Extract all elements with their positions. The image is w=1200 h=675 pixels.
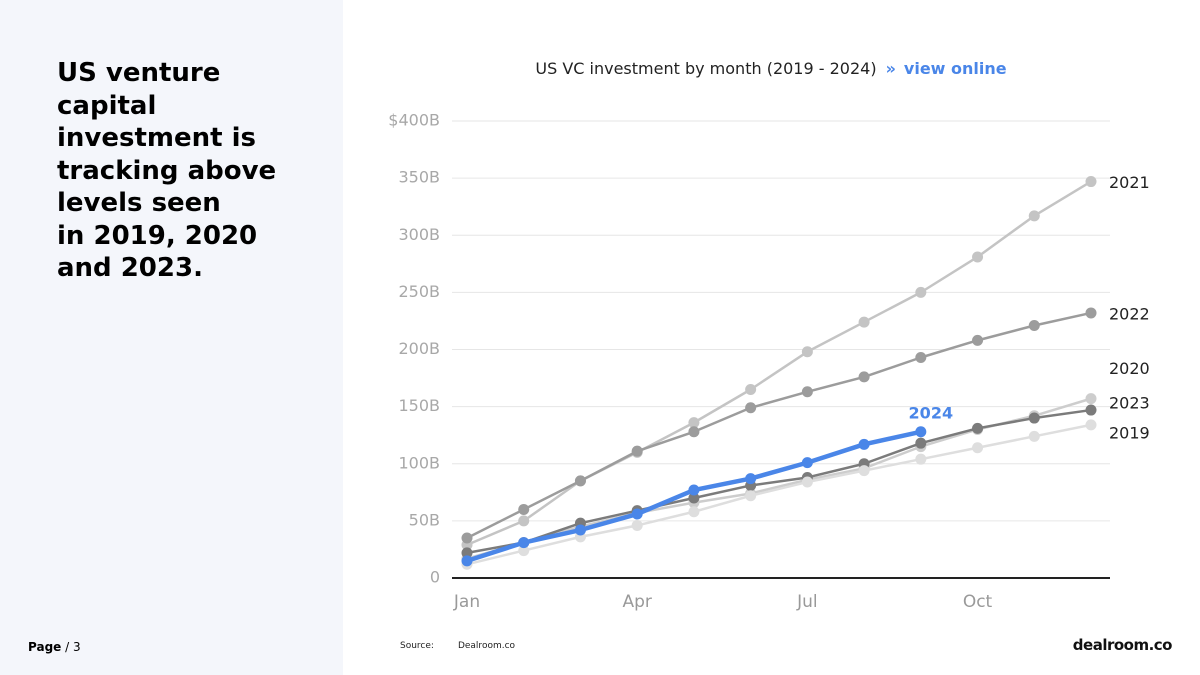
data-point: [631, 508, 643, 520]
series-label: 2022: [1109, 304, 1150, 323]
data-point: [972, 422, 984, 434]
data-point: [858, 465, 870, 477]
data-point: [461, 532, 473, 544]
y-tick-label: 200B: [398, 339, 440, 358]
y-tick-label: 300B: [398, 225, 440, 244]
data-point: [972, 334, 984, 346]
y-tick-label: 250B: [398, 282, 440, 301]
data-point: [1085, 393, 1097, 405]
page-count: / 3: [65, 640, 81, 654]
headline-line: and 2023.: [57, 253, 203, 283]
data-point: [688, 506, 700, 518]
series-line: [466, 423, 1092, 566]
y-tick-label: 100B: [398, 453, 440, 472]
source-label: Source:: [400, 641, 434, 651]
series-label: 2024: [909, 403, 954, 422]
logo: dealroom.co: [1072, 636, 1173, 654]
data-point: [972, 442, 984, 454]
data-point: [801, 476, 813, 488]
y-tick-label: 0: [430, 568, 440, 587]
series-label: 2020: [1109, 359, 1150, 378]
data-point: [1028, 320, 1040, 332]
data-point: [915, 351, 927, 363]
headline-line: levels seen: [57, 188, 221, 218]
headline-line: capital: [57, 90, 157, 121]
data-point: [858, 316, 870, 328]
data-point: [631, 519, 643, 531]
y-tick-label: 50B: [409, 510, 440, 529]
headline: US venture capital investment is tracking a…: [57, 57, 276, 285]
data-point: [745, 383, 757, 395]
data-point: [518, 515, 530, 527]
series-line: [466, 408, 1092, 555]
data-point: [1085, 176, 1097, 188]
data-point: [688, 492, 700, 504]
data-point: [518, 537, 530, 549]
source-value: Dealroom.co: [457, 641, 516, 651]
y-tick-label: 150B: [398, 396, 440, 415]
x-tick-label: Apr: [622, 592, 651, 612]
page-label: Page: [28, 640, 62, 654]
data-point: [915, 286, 927, 298]
series-line: [466, 180, 1092, 547]
series-label: 2023: [1109, 394, 1150, 413]
x-tick-label: Jan: [453, 592, 480, 612]
data-point: [688, 426, 700, 438]
view-online-link[interactable]: view online: [904, 59, 1007, 78]
headline-line: US venture: [57, 58, 221, 88]
data-point: [518, 503, 530, 515]
data-point: [915, 437, 927, 449]
series-label: 2019: [1109, 423, 1150, 442]
data-point: [461, 547, 473, 559]
series-label: 2021: [1109, 173, 1150, 192]
y-tick-label: 350B: [398, 168, 440, 187]
y-tick-label: $400B: [388, 111, 440, 130]
link-marker: »: [886, 59, 896, 78]
data-point: [915, 453, 927, 465]
data-point: [745, 490, 757, 502]
data-point: [688, 417, 700, 429]
data-point: [745, 473, 757, 485]
data-point: [518, 545, 530, 557]
source: Source: Dealroom.co: [400, 641, 539, 651]
x-tick-label: Jul: [796, 592, 818, 612]
headline-line: tracking above: [57, 155, 277, 186]
data-point: [1028, 412, 1040, 424]
chart-title: US VC investment by month (2019 - 2024): [535, 59, 876, 78]
data-point: [1085, 419, 1097, 431]
data-point: [631, 445, 643, 457]
series-line: [466, 311, 1092, 540]
data-point: [801, 346, 813, 358]
data-point: [915, 426, 927, 438]
data-point: [1028, 430, 1040, 442]
data-point: [574, 475, 586, 487]
page-number: Page / 3: [28, 640, 81, 654]
data-point: [574, 524, 586, 536]
side-panel: [0, 0, 343, 675]
data-point: [688, 484, 700, 496]
headline-line: investment is: [57, 123, 257, 153]
data-point: [858, 371, 870, 383]
data-point: [858, 438, 870, 450]
headline-line: in 2019, 2020: [57, 220, 258, 251]
data-point: [801, 386, 813, 398]
data-point: [801, 457, 813, 469]
data-point: [1085, 307, 1097, 319]
data-point: [745, 402, 757, 414]
data-point: [972, 251, 984, 263]
data-point: [1085, 404, 1097, 416]
chart-title-group: US VC investment by month (2019 - 2024) »…: [535, 59, 1006, 78]
x-tick-label: Oct: [963, 592, 993, 612]
data-point: [461, 555, 473, 567]
data-point: [1028, 210, 1040, 222]
